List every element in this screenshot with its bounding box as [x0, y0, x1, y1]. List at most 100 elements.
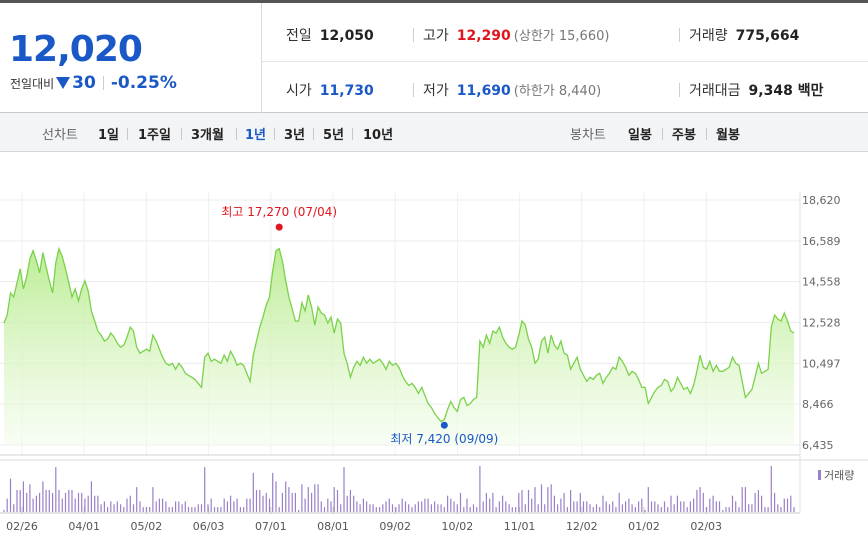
volume-bar	[210, 498, 212, 512]
volume-bar	[340, 504, 342, 512]
stat-label: 시가	[286, 83, 312, 99]
period-monthly[interactable]: 월봉	[716, 128, 740, 143]
stat-label: 전일	[286, 28, 312, 44]
period-5y[interactable]: 5년	[323, 128, 345, 143]
period-3y[interactable]: 3년	[284, 128, 306, 143]
stat-sub: (상한가 15,660)	[513, 29, 610, 44]
volume-bar	[395, 507, 397, 512]
volume-bar	[524, 504, 526, 512]
volume-bar	[323, 507, 326, 512]
stat-volume: 거래량 775,664	[689, 25, 799, 45]
volume-bar	[706, 507, 708, 512]
stat-sub: (하한가 8,440)	[513, 84, 602, 99]
volume-bar	[155, 501, 157, 512]
volume-bar	[531, 498, 533, 512]
volume-bar	[754, 492, 756, 512]
volume-bar	[165, 501, 167, 512]
volume-bar	[453, 501, 455, 512]
divider	[706, 128, 707, 140]
period-daily[interactable]: 일봉	[628, 128, 652, 143]
volume-bar	[48, 490, 50, 512]
volume-bar	[430, 504, 432, 512]
volume-bar	[592, 507, 594, 512]
volume-bar	[761, 495, 763, 512]
period-1w[interactable]: 1주일	[138, 128, 171, 143]
volume-bar	[90, 481, 92, 512]
volume-bar	[790, 495, 792, 512]
volume-bar	[702, 492, 704, 512]
volume-bar	[26, 492, 28, 512]
x-tick-label: 07/01	[255, 520, 287, 533]
volume-bar	[508, 504, 510, 512]
volume-bar	[615, 507, 617, 512]
volume-bar	[22, 481, 24, 512]
volume-bar	[246, 498, 248, 512]
volume-bar	[505, 501, 507, 512]
divider	[102, 76, 104, 90]
volume-bar	[213, 507, 216, 512]
volume-bar	[774, 492, 776, 512]
volume-bar	[369, 504, 371, 512]
volume-bar	[249, 498, 251, 512]
period-1y[interactable]: 1년	[245, 128, 267, 143]
period-1d[interactable]: 1일	[98, 128, 120, 143]
volume-bar	[281, 492, 283, 512]
volume-bar	[278, 507, 280, 512]
volume-bar	[673, 504, 675, 512]
volume-bar	[573, 501, 575, 512]
volume-bar	[676, 495, 678, 512]
volume-bar	[298, 510, 300, 512]
volume-bar	[320, 501, 322, 512]
divider	[413, 28, 414, 42]
period-selector-bar: 선차트 1일 1주일 3개월 1년 3년 5년 10년 봉차트 일봉 주봉 월봉	[0, 113, 868, 152]
volume-bar	[262, 495, 264, 512]
divider	[679, 83, 680, 97]
volume-bar	[599, 507, 601, 512]
volume-bar	[13, 504, 15, 512]
price-change-row: 전일대비 30 -0.25%	[10, 73, 177, 93]
volume-bar	[100, 504, 102, 512]
volume-bar	[443, 507, 445, 512]
volume-bar	[87, 495, 89, 512]
volume-bar	[29, 484, 31, 512]
period-weekly[interactable]: 주봉	[672, 128, 696, 143]
volume-bar	[621, 504, 623, 512]
volume-bar	[304, 498, 306, 512]
y-tick-label: 12,528	[802, 317, 841, 330]
volume-bar	[447, 495, 449, 512]
period-3m[interactable]: 3개월	[191, 128, 224, 143]
change-label: 전일대비	[10, 76, 55, 91]
line-chart-label: 선차트	[42, 128, 78, 143]
volume-bar	[534, 487, 536, 512]
volume-bar	[58, 490, 60, 512]
period-10y[interactable]: 10년	[363, 128, 394, 143]
divider	[181, 128, 182, 140]
volume-bar	[456, 504, 458, 512]
volume-bar	[255, 490, 258, 512]
volume-bar	[414, 504, 416, 512]
volume-bar	[421, 501, 423, 512]
volume-bar	[434, 501, 436, 512]
volume-bar	[132, 504, 135, 512]
volume-bar	[498, 501, 500, 512]
volume-bar	[3, 510, 5, 512]
volume-bar	[563, 492, 565, 512]
volume-bar	[566, 507, 568, 512]
volume-bar	[485, 492, 487, 512]
x-tick-label: 04/01	[68, 520, 100, 533]
stat-label: 고가	[423, 28, 449, 44]
volume-bar	[317, 484, 319, 512]
x-tick-label: 02/03	[690, 520, 722, 533]
volume-bar	[362, 498, 364, 512]
volume-bar	[777, 504, 779, 512]
price-area-fill	[4, 248, 794, 445]
x-tick-label: 01/02	[628, 520, 660, 533]
volume-bar	[123, 507, 125, 512]
volume-bar	[550, 484, 552, 512]
volume-bar	[735, 501, 737, 512]
volume-bar	[667, 507, 669, 512]
down-triangle-icon	[56, 77, 71, 89]
volume-bar	[770, 466, 772, 512]
volume-bar	[285, 481, 287, 512]
volume-bar	[84, 498, 86, 512]
